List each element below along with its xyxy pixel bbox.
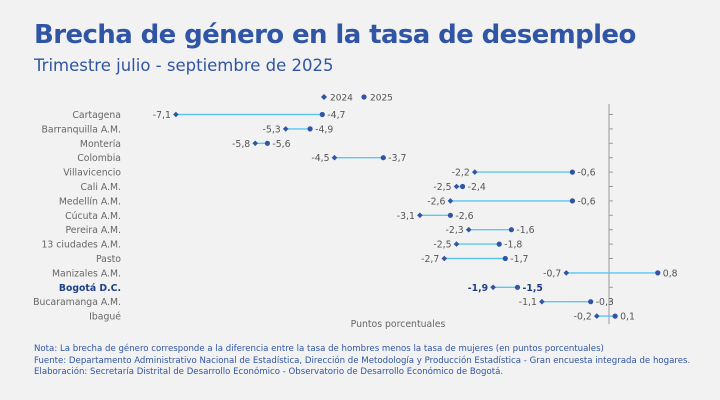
data-label-2025: -3,7: [388, 153, 406, 164]
category-label: Villavicencio: [63, 168, 121, 179]
data-label-2025: -4,9: [315, 124, 333, 135]
data-label-2025: -0,6: [577, 168, 595, 179]
data-label-2024: -2,7: [421, 254, 439, 265]
legend-marker-2025: [361, 94, 367, 100]
data-label-2024: -5,3: [263, 124, 281, 135]
marker-2025: [508, 227, 514, 233]
marker-2025: [569, 198, 576, 204]
legend-label-2025: 2025: [370, 94, 393, 104]
category-label: Cali A.M.: [81, 182, 121, 193]
data-label-2024: -0,7: [543, 268, 561, 279]
marker-2025: [655, 270, 661, 276]
marker-2025: [380, 155, 386, 161]
data-label-2025: -4,7: [327, 110, 345, 121]
data-label-2025: -1,8: [504, 240, 522, 251]
category-label: Cartagena: [72, 110, 121, 121]
x-axis-title: Puntos porcentuales: [351, 319, 446, 330]
marker-2024: [453, 183, 460, 190]
marker-2025: [447, 212, 453, 218]
data-label-2025: -2,4: [468, 182, 486, 193]
category-label: Manizales A.M.: [52, 268, 121, 279]
note-text: Nota: La brecha de género corresponde a …: [34, 344, 604, 354]
category-label: Colombia: [77, 153, 121, 164]
data-label-2025: -0,6: [577, 196, 595, 207]
data-label-2025: -1,6: [516, 225, 534, 236]
data-label-2025: -5,6: [272, 139, 290, 150]
data-label-2024: -1,9: [468, 283, 488, 294]
marker-2024: [282, 126, 289, 132]
marker-2024: [453, 241, 460, 247]
category-label: Bogotá D.C.: [59, 283, 121, 294]
category-label: Pasto: [96, 254, 121, 265]
marker-2025: [514, 284, 521, 290]
marker-2025: [569, 169, 576, 175]
marker-2024: [331, 154, 338, 161]
data-label-2024: -5,8: [232, 139, 250, 150]
data-label-2024: -0,2: [574, 312, 592, 323]
data-label-2024: -3,1: [397, 211, 415, 222]
marker-2024: [465, 226, 472, 233]
legend-label-2024: 2024: [330, 94, 353, 104]
marker-2025: [264, 140, 270, 146]
marker-2025: [307, 126, 313, 132]
chart-title: Brecha de género en la tasa de desempleo: [34, 20, 636, 50]
data-label-2024: -4,5: [311, 153, 329, 164]
category-label: Cúcuta A.M.: [65, 211, 121, 222]
data-label-2025: 0,8: [663, 268, 678, 279]
data-label-2025: 0,1: [620, 312, 635, 323]
marker-2025: [612, 313, 618, 319]
category-label: Montería: [80, 139, 121, 150]
category-label: 13 ciudades A.M.: [41, 240, 121, 251]
source-text: Fuente: Departamento Administrativo Naci…: [34, 355, 691, 366]
data-label-2025: -1,5: [523, 283, 543, 294]
category-label: Ibagué: [89, 312, 121, 323]
marker-2024: [539, 298, 545, 305]
marker-2024: [472, 169, 478, 175]
marker-2025: [502, 255, 508, 262]
chart-subtitle: Trimestre julio - septiembre de 2025: [34, 56, 334, 75]
marker-2025: [496, 241, 502, 247]
data-label-2024: -2,3: [446, 225, 464, 236]
marker-2025: [588, 299, 594, 305]
data-label-2024: -2,5: [433, 182, 451, 193]
data-label-2024: -2,6: [427, 196, 445, 207]
data-label-2025: -0,3: [596, 297, 614, 308]
marker-2024: [441, 255, 448, 262]
category-label: Bucaramanga A.M.: [33, 297, 121, 308]
category-label: Medellín A.M.: [59, 196, 121, 207]
data-label-2024: -2,5: [433, 240, 451, 251]
dumbbell-chart: 2024 2025 Cartagena -7,1 -4,7 Barranquilla A.…: [33, 94, 678, 331]
marker-2024: [417, 212, 423, 219]
marker-2024: [447, 198, 454, 204]
legend-marker-2024: [321, 94, 327, 100]
data-label-2024: -2,2: [452, 168, 470, 179]
data-label-2025: -2,6: [455, 211, 473, 222]
category-label: Barranquilla A.M.: [42, 124, 121, 135]
marker-2024: [490, 284, 496, 291]
data-label-2024: -1,1: [519, 297, 537, 308]
marker-2025: [460, 183, 466, 190]
data-label-2025: -1,7: [510, 254, 528, 265]
marker-2024: [594, 313, 600, 319]
category-label: Pereira A.M.: [65, 225, 121, 236]
footnotes: Nota: La brecha de género corresponde a …: [34, 344, 690, 379]
marker-2024: [563, 270, 570, 276]
data-label-2024: -7,1: [153, 110, 171, 121]
marker-2024: [252, 140, 258, 147]
marker-2024: [173, 111, 179, 118]
credits-text: Elaboración: Secretaría Distrital de Des…: [34, 367, 504, 377]
marker-2025: [319, 111, 325, 118]
